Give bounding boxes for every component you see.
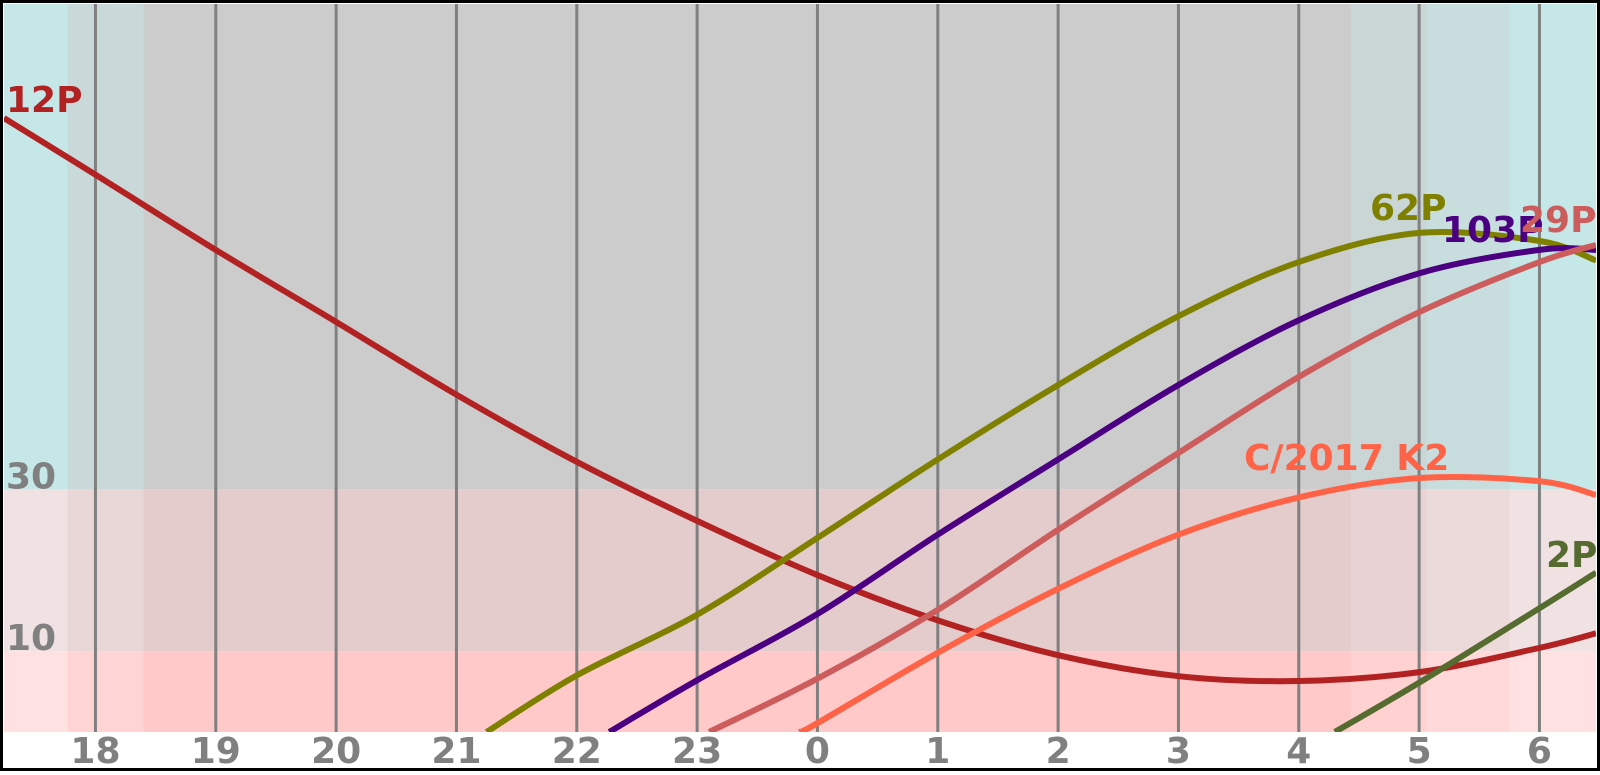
twilight-band xyxy=(1509,489,1596,732)
twilight-band xyxy=(4,489,68,732)
series-label: 62P xyxy=(1370,188,1446,229)
x-tick-label: 4 xyxy=(1286,731,1311,771)
series-line xyxy=(1333,570,1596,732)
series-label: C/2017 K2 xyxy=(1244,438,1449,479)
series-label: 2P xyxy=(1546,535,1597,576)
twilight-band xyxy=(67,489,144,732)
series-label: 12P xyxy=(6,80,82,121)
series-label: 103P xyxy=(1442,210,1544,251)
lines xyxy=(4,115,1596,732)
x-tick-label: 1 xyxy=(925,731,950,771)
x-tick-label: 22 xyxy=(552,731,602,771)
series-label: 29P xyxy=(1520,200,1596,241)
x-tick-label: 20 xyxy=(311,731,361,771)
series-line xyxy=(484,228,1596,732)
series-line xyxy=(797,473,1596,732)
twilight-band xyxy=(4,4,68,490)
series-line xyxy=(707,242,1596,732)
series-line xyxy=(4,115,1596,685)
y-tick-label: 30 xyxy=(6,456,56,497)
x-tick-label: 0 xyxy=(805,731,830,771)
altitude-zone xyxy=(4,4,1596,490)
twilight-band xyxy=(1426,4,1510,490)
y-tick-label: 10 xyxy=(6,618,56,659)
labels: 18 19 20 21 22 23 0 1 2 3 4 5 6103012P62P103P29PC/20… xyxy=(6,80,1597,772)
twilight-band xyxy=(67,4,144,490)
x-tick-label: 2 xyxy=(1046,731,1071,771)
altitude-zone xyxy=(4,651,1596,732)
x-tick-label: 21 xyxy=(431,731,481,771)
series-line xyxy=(607,245,1596,732)
x-tick-label: 3 xyxy=(1166,731,1191,771)
twilight-band xyxy=(1426,489,1510,732)
x-tick-label: 23 xyxy=(672,731,722,771)
x-tick-label: 6 xyxy=(1527,731,1552,771)
x-tick-label: 18 xyxy=(70,731,120,771)
twilight-band xyxy=(1350,489,1427,732)
x-tick-label: 5 xyxy=(1407,731,1432,771)
twilight-band xyxy=(1350,4,1427,490)
x-tick-label: 19 xyxy=(191,731,241,771)
